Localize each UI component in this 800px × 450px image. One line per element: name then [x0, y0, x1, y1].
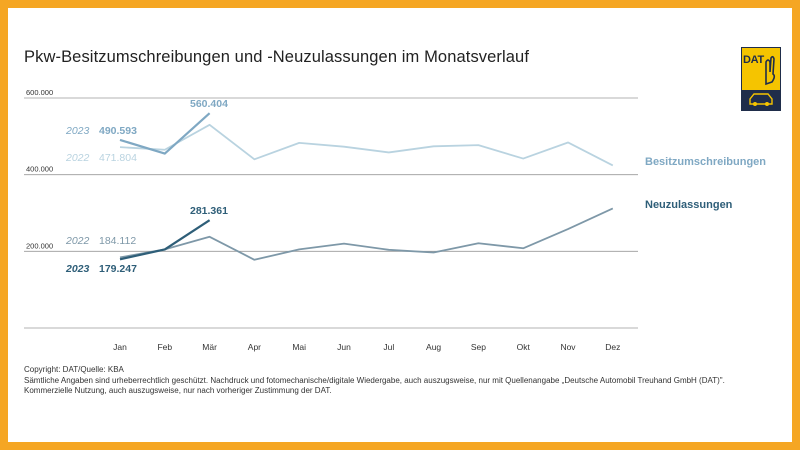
dat-logo: DAT — [741, 47, 781, 111]
footer: Copyright: DAT/Quelle: KBA Sämtliche Ang… — [24, 365, 784, 397]
value-label: 560.404 — [190, 98, 228, 110]
y-tick-label: 600.000 — [26, 88, 53, 97]
x-tick-label: Apr — [248, 342, 261, 352]
x-tick-label: Aug — [426, 342, 441, 352]
dat-logo-text: DAT — [743, 54, 764, 66]
x-tick-label: Jun — [337, 342, 351, 352]
footer-rights: Sämtliche Angaben sind urheberrechtlich … — [24, 375, 725, 385]
x-tick-label: Nov — [560, 342, 576, 352]
value-label: 471.804 — [99, 152, 137, 164]
footer-copyright: Copyright: DAT/Quelle: KBA — [24, 365, 124, 374]
series-label: Neuzulassungen — [645, 199, 733, 211]
value-label: 179.247 — [99, 263, 137, 275]
line-chart: 200.000 400.000 600.000 Jan Feb Mär Apr Mai Jun J… — [24, 88, 766, 352]
series-line-besitzumschreibungen-2023 — [119, 112, 211, 155]
x-tick-label: Mär — [202, 342, 217, 352]
year-label: 2022 — [65, 152, 90, 164]
footer-commercial: Kommerzielle Nutzung, auch auszugsweise,… — [24, 386, 332, 395]
y-tick-label: 200.000 — [26, 241, 53, 250]
dat-logo-yellow-panel: DAT — [742, 48, 780, 90]
x-tick-label: Sep — [471, 342, 486, 352]
chart-card: Pkw-Besitzumschreibungen und -Neuzulassu… — [8, 8, 792, 442]
x-tick-label: Feb — [157, 342, 172, 352]
x-tick-label: Mai — [292, 342, 306, 352]
year-label: 2023 — [65, 125, 90, 137]
x-tick-label: Dez — [605, 342, 620, 352]
hand-icon — [765, 55, 776, 86]
series-line-neuzulassungen-2023 — [119, 219, 211, 261]
value-label: 184.112 — [99, 235, 136, 247]
x-tick-label: Jul — [383, 342, 394, 352]
y-tick-label: 400.000 — [26, 165, 53, 174]
series-line-neuzulassungen-2022 — [119, 207, 614, 261]
chart-title: Pkw-Besitzumschreibungen und -Neuzulassu… — [24, 48, 530, 66]
x-tick-label: Jan — [113, 342, 127, 352]
value-label: 281.361 — [190, 205, 228, 217]
series-line-besitzumschreibungen-2022 — [119, 123, 614, 167]
year-label: 2022 — [65, 235, 90, 247]
value-label: 490.593 — [99, 125, 137, 137]
series-label: Besitzumschreibungen — [645, 156, 766, 168]
year-label: 2023 — [65, 263, 90, 275]
car-icon — [749, 93, 773, 106]
x-tick-label: Okt — [517, 342, 531, 352]
